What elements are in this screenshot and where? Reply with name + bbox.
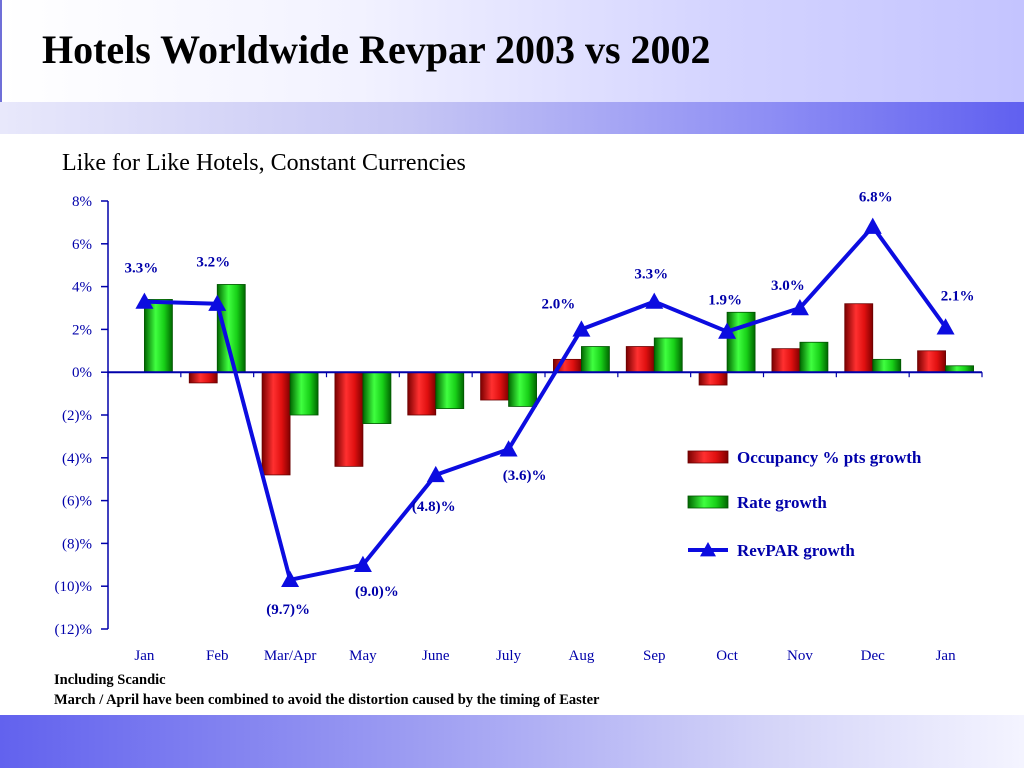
legend-label: Occupancy % pts growth — [737, 448, 922, 467]
occupancy-bar — [917, 350, 946, 373]
revpar-marker — [645, 292, 664, 309]
occupancy-bar — [771, 348, 801, 373]
revpar-value-label: (4.8)% — [412, 499, 456, 515]
x-tick-label: June — [422, 648, 450, 664]
revpar-value-label: (9.7)% — [266, 602, 310, 618]
revpar-marker — [572, 320, 591, 337]
revpar-value-label: (3.6)% — [503, 468, 547, 484]
rate-bar — [653, 337, 683, 373]
y-tick-label: 8% — [72, 194, 92, 210]
x-tick-label: Feb — [206, 648, 229, 664]
footnote-scandic: Including Scandic — [54, 672, 166, 688]
revpar-marker — [863, 217, 882, 234]
y-tick-label: 6% — [72, 237, 92, 253]
rate-bar — [289, 371, 319, 416]
revpar-value-label: 2.0% — [542, 296, 576, 312]
revpar-marker — [281, 570, 300, 587]
x-tick-label: Jan — [134, 648, 154, 664]
occupancy-bar — [625, 346, 655, 373]
page-title: Hotels Worldwide Revpar 2003 vs 2002 — [42, 27, 711, 72]
revpar-marker — [718, 322, 737, 339]
rate-bar — [508, 371, 537, 407]
occupancy-bar — [407, 371, 437, 416]
x-tick-label: Nov — [787, 648, 813, 664]
x-tick-label: Dec — [861, 648, 885, 664]
footnote-easter: March / April have been combined to avoi… — [54, 692, 600, 708]
occupancy-bar — [698, 371, 728, 386]
y-tick-label: (4)% — [62, 451, 92, 467]
occupancy-bar — [261, 371, 291, 476]
revpar-marker — [790, 299, 809, 316]
x-tick-label: Jan — [936, 648, 956, 664]
revpar-marker — [208, 294, 227, 311]
rate-bar — [799, 341, 829, 373]
legend-occupancy-swatch — [687, 450, 729, 464]
rate-bar — [435, 371, 465, 409]
chart-subtitle: Like for Like Hotels, Constant Currencie… — [62, 150, 466, 176]
occupancy-bar — [844, 303, 874, 373]
x-tick-label: May — [349, 648, 377, 664]
revpar-marker — [135, 292, 154, 309]
x-tick-label: Mar/Apr — [264, 648, 317, 664]
occupancy-bar — [334, 371, 364, 467]
title-band: Hotels Worldwide Revpar 2003 vs 2002 — [0, 0, 1024, 102]
rate-bar — [872, 358, 902, 373]
y-tick-label: (6)% — [62, 494, 92, 510]
revpar-value-label: 3.0% — [771, 278, 805, 294]
x-tick-label: Aug — [568, 648, 594, 664]
x-tick-label: Sep — [643, 648, 666, 664]
revpar-marker — [426, 465, 445, 483]
revpar-value-label: 1.9% — [708, 293, 742, 309]
rate-bar — [726, 311, 756, 373]
y-tick-label: 0% — [72, 365, 92, 381]
occupancy-bar — [188, 371, 218, 384]
revpar-marker — [499, 440, 518, 457]
revpar-line — [144, 224, 948, 582]
occupancy-bar — [480, 371, 509, 401]
y-tick-label: (10)% — [55, 579, 93, 595]
y-tick-label: (2)% — [62, 408, 92, 424]
revpar-marker — [353, 555, 372, 572]
y-tick-label: (8)% — [62, 536, 92, 552]
revpar-value-label: 2.1% — [941, 288, 975, 304]
revpar-value-label: 3.2% — [196, 255, 230, 271]
footer-band — [0, 715, 1024, 768]
rate-bar — [362, 371, 392, 424]
header-stripe — [0, 102, 1024, 134]
axis-layer: 8% 6% 4% 2% 0% (2)% (4)% (6)% (8)% (10)% (12)% Jan F… — [55, 194, 983, 664]
rate-bar — [581, 346, 610, 373]
legend-label: RevPAR growth — [737, 541, 855, 560]
revpar-value-label: 3.3% — [125, 261, 159, 277]
y-tick-label: 2% — [72, 322, 92, 338]
y-tick-label: 4% — [72, 280, 92, 296]
legend-rate-swatch — [687, 495, 729, 509]
x-tick-label: Oct — [716, 648, 738, 664]
rate-bar — [144, 299, 173, 373]
bars-layer — [144, 284, 974, 476]
revpar-marker — [936, 318, 955, 335]
revpar-value-label: (9.0)% — [355, 584, 399, 600]
revpar-value-label: 6.8% — [859, 190, 893, 206]
legend-label: Rate growth — [737, 493, 827, 512]
x-tick-label: July — [496, 648, 522, 664]
legend: Occupancy % pts growth Rate growth RevPAR … — [687, 448, 922, 560]
legend-revpar-marker — [700, 542, 716, 557]
revpar-value-label: 3.3% — [634, 267, 668, 283]
y-tick-label: (12)% — [55, 622, 93, 638]
line-layer: 3.3% 3.2% (9.7)% (9.0)% (4.8)% (3.6)% 2.0% 3.3%… — [125, 190, 975, 618]
